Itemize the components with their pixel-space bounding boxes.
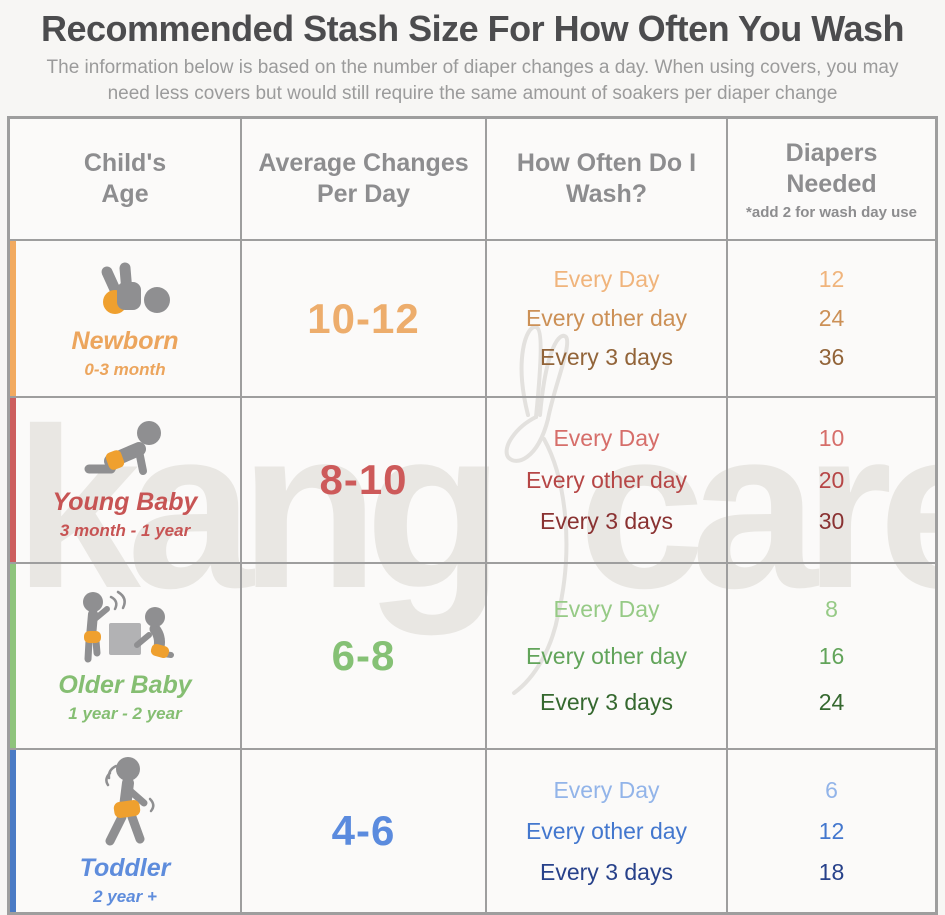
age-cell-older-baby: Older Baby 1 year - 2 year [10, 564, 242, 751]
wash-cell-young-baby: Every Day Every other day Every 3 days [487, 398, 728, 565]
wash-option: Every other day [525, 817, 688, 844]
age-group-range: 1 year - 2 year [68, 703, 182, 723]
changes-cell-newborn: 10-12 [242, 241, 487, 399]
header-line: Average Changes [258, 149, 469, 178]
changes-per-day: 4-6 [331, 807, 396, 855]
diapers-needed: 36 [818, 344, 845, 371]
count-cell-toddler: 6 12 18 [728, 750, 935, 912]
diapers-needed: 12 [818, 266, 845, 293]
diapers-needed: 24 [818, 305, 845, 332]
header-line: Age [101, 180, 149, 209]
count-cell-newborn: 12 24 36 [728, 241, 935, 399]
changes-cell-toddler: 4-6 [242, 750, 487, 913]
header-average-changes: Average Changes Per Day [242, 119, 487, 242]
wash-option: Every Day [553, 776, 660, 803]
row-accent-bar [10, 750, 16, 913]
header-line: How Often Do I [516, 149, 697, 178]
age-group-name: Older Baby [58, 670, 192, 699]
playing-toddlers-icon [82, 590, 174, 663]
header-childs-age: Child's Age [10, 119, 242, 242]
changes-cell-older-baby: 6-8 [242, 564, 487, 751]
changes-cell-young-baby: 8-10 [242, 398, 487, 565]
age-cell-newborn: Newborn 0-3 month [10, 241, 242, 399]
changes-per-day: 6-8 [331, 632, 396, 680]
wash-option: Every 3 days [540, 858, 673, 885]
header-how-often-wash: How Often Do I Wash? [487, 119, 728, 242]
diapers-needed: 8 [825, 596, 838, 623]
newborn-lying-baby-icon [101, 262, 170, 314]
age-group-range: 3 month - 1 year [59, 521, 191, 541]
header-line: Needed [786, 170, 877, 199]
wash-option: Every Day [553, 425, 660, 452]
row-accent-bar [10, 564, 16, 749]
changes-per-day: 10-12 [307, 294, 420, 342]
page-subtitle: The information below is based on the nu… [46, 57, 899, 105]
diapers-needed: 30 [818, 508, 845, 535]
header-line: Per Day [316, 180, 411, 209]
row-accent-bar [10, 241, 16, 397]
diapers-needed: 16 [818, 642, 845, 669]
wash-option: Every Day [553, 266, 660, 293]
header-line: Wash? [565, 180, 648, 209]
count-cell-young-baby: 10 20 30 [728, 398, 935, 565]
age-group-range: 2 year + [93, 887, 157, 907]
wash-option: Every 3 days [540, 344, 673, 371]
age-group-range: 0-3 month [84, 359, 166, 379]
wash-cell-newborn: Every Day Every other day Every 3 days [487, 241, 728, 399]
diapers-needed: 20 [818, 466, 845, 493]
diapers-needed: 12 [818, 817, 845, 844]
diapers-needed: 18 [818, 858, 845, 885]
age-group-name: Young Baby [52, 488, 198, 517]
wash-option: Every 3 days [540, 508, 673, 535]
stash-size-table: kang care Child's Age Average Changes Pe… [7, 116, 938, 915]
wash-cell-toddler: Every Day Every other day Every 3 days [487, 750, 728, 913]
age-cell-young-baby: Young Baby 3 month - 1 year [10, 398, 242, 565]
crawling-baby-icon [84, 421, 161, 476]
wash-option: Every Day [553, 596, 660, 623]
page-title: Recommended Stash Size For How Often You… [41, 8, 904, 49]
age-group-name: Toddler [79, 854, 171, 883]
age-group-name: Newborn [71, 326, 179, 355]
age-cell-toddler: Toddler 2 year + [10, 750, 242, 913]
header-line: Child's [83, 149, 167, 178]
wash-option: Every other day [525, 305, 688, 332]
count-cell-older-baby: 8 16 24 [728, 564, 935, 751]
diapers-needed: 24 [818, 689, 845, 716]
walking-toddler-icon [105, 757, 155, 846]
diapers-needed: 10 [818, 425, 845, 452]
diapers-needed: 6 [825, 776, 838, 803]
wash-option: Every other day [525, 642, 688, 669]
header-note: *add 2 for wash day use [746, 203, 917, 221]
row-accent-bar [10, 398, 16, 563]
wash-cell-older-baby: Every Day Every other day Every 3 days [487, 564, 728, 751]
wash-option: Every 3 days [540, 689, 673, 716]
header-line: Diapers [785, 139, 878, 168]
wash-option: Every other day [525, 466, 688, 493]
header-diapers-needed: Diapers Needed *add 2 for wash day use [728, 119, 935, 242]
changes-per-day: 8-10 [319, 456, 408, 504]
